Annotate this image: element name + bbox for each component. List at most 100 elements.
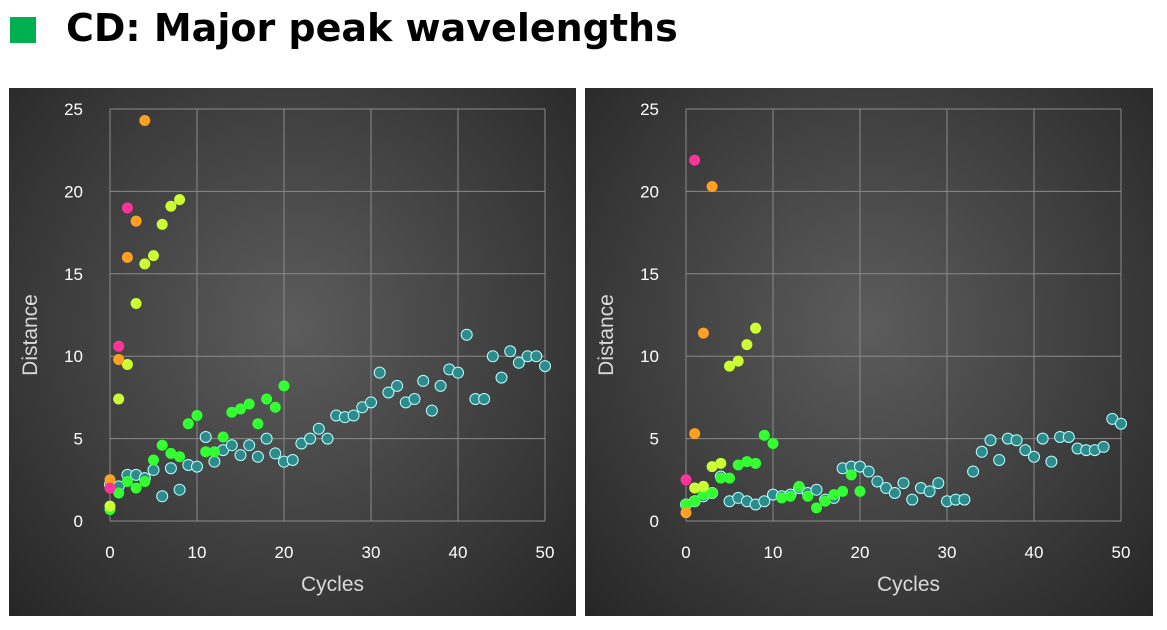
cyan-point — [1062, 430, 1075, 443]
y-axis-label: Distance — [19, 294, 42, 376]
cyan-point — [888, 486, 901, 499]
yellowgreen-point — [706, 461, 718, 473]
x-tick-label: 10 — [188, 543, 207, 562]
cyan-point — [164, 462, 177, 475]
y-tick-label: 0 — [650, 512, 659, 531]
x-axis-label: Cycles — [877, 573, 940, 596]
cyan-point — [862, 465, 875, 478]
scatter-chart-right: 0 5 10 15 20 25 0 10 20 30 40 50 Cycles Distance — [595, 100, 1130, 596]
cyan-point — [495, 371, 508, 384]
y-tick-label: 15 — [640, 265, 659, 284]
y-tick-label: 0 — [74, 512, 83, 531]
green-point — [724, 472, 735, 484]
cyan-point — [512, 356, 525, 369]
orange-point — [130, 215, 142, 227]
green-point — [845, 469, 857, 481]
orange-point — [689, 428, 701, 440]
yellowgreen-point — [165, 200, 177, 212]
cyan-point — [758, 495, 771, 508]
cyan-point — [1097, 440, 1110, 453]
cyan-point — [191, 460, 203, 473]
orange-point — [697, 327, 709, 339]
cyan-point — [321, 432, 334, 445]
green-point — [758, 429, 770, 441]
green-point — [828, 489, 840, 501]
cyan-point — [208, 455, 221, 468]
x-tick-label: 0 — [681, 543, 690, 562]
yellowgreen-point — [174, 194, 186, 206]
cyan-point — [156, 490, 169, 503]
orange-point — [104, 474, 116, 486]
yellowgreen-point — [741, 339, 753, 351]
cyan-point — [304, 432, 317, 445]
cyan-point — [486, 350, 499, 363]
yellowgreen-point — [104, 500, 116, 512]
green-point — [217, 431, 229, 443]
cyan-point — [147, 463, 160, 476]
cyan-point — [365, 396, 377, 409]
cyan-point — [984, 434, 997, 447]
yellowgreen-point — [121, 358, 133, 370]
cyan-point — [932, 477, 945, 490]
x-tick-label: 20 — [275, 543, 294, 562]
green-point — [226, 406, 238, 418]
chart-panel-right: 0 5 10 15 20 25 0 10 20 30 40 50 Cycles Distance — [585, 88, 1153, 616]
green-point — [174, 451, 186, 463]
y-tick-label: 15 — [64, 265, 83, 284]
green-point — [113, 487, 125, 499]
orange-point — [680, 507, 692, 519]
cyan-point — [269, 447, 282, 460]
green-point — [165, 447, 177, 459]
green-point — [278, 380, 290, 392]
yellowgreen-point — [697, 480, 709, 492]
y-tick-label: 10 — [640, 347, 659, 366]
x-tick-label: 40 — [449, 543, 468, 562]
cyan-point — [967, 465, 980, 478]
cyan-point — [434, 379, 447, 392]
cyan-point — [243, 439, 256, 452]
cyan-point — [478, 393, 491, 406]
x-tick-label: 40 — [1025, 543, 1044, 562]
green-point — [819, 495, 831, 507]
cyan-point — [260, 432, 273, 445]
green-point — [269, 401, 281, 413]
cyan-point — [530, 350, 543, 363]
green-point — [776, 492, 788, 504]
cyan-point — [1115, 417, 1127, 430]
green-point — [200, 446, 212, 458]
green-point — [767, 438, 779, 450]
green-point — [252, 418, 264, 430]
cyan-point — [251, 450, 264, 463]
y-tick-label: 20 — [64, 182, 83, 201]
x-tick-label: 20 — [851, 543, 870, 562]
x-tick-label: 30 — [362, 543, 381, 562]
y-tick-label: 5 — [74, 430, 83, 449]
cyan-point — [373, 366, 386, 379]
green-point — [793, 480, 805, 492]
pink-point — [689, 154, 701, 166]
green-point — [121, 475, 133, 487]
green-point — [139, 475, 151, 487]
pink-point — [121, 202, 133, 214]
yellowgreen-point — [130, 297, 142, 309]
y-tick-label: 25 — [64, 100, 83, 119]
y-tick-label: 10 — [64, 347, 83, 366]
cyan-point — [425, 404, 438, 417]
green-point — [750, 457, 762, 469]
pink-point — [104, 482, 116, 494]
chart-panel-left: 0 5 10 15 20 25 0 10 20 30 40 50 Cycles Distance — [9, 88, 576, 616]
yellowgreen-point — [715, 457, 727, 469]
cyan-point — [923, 485, 936, 498]
green-point — [261, 393, 273, 405]
green-point — [741, 456, 753, 468]
y-axis-label: Distance — [595, 294, 618, 376]
cyan-point — [993, 454, 1006, 467]
cyan-point — [460, 328, 473, 341]
yellowgreen-point — [689, 482, 701, 494]
cyan-point — [452, 366, 464, 379]
y-tick-label: 5 — [650, 430, 659, 449]
orange-point — [113, 353, 125, 365]
cyan-point — [1036, 432, 1049, 445]
pink-point — [113, 340, 125, 352]
green-point — [191, 410, 203, 422]
